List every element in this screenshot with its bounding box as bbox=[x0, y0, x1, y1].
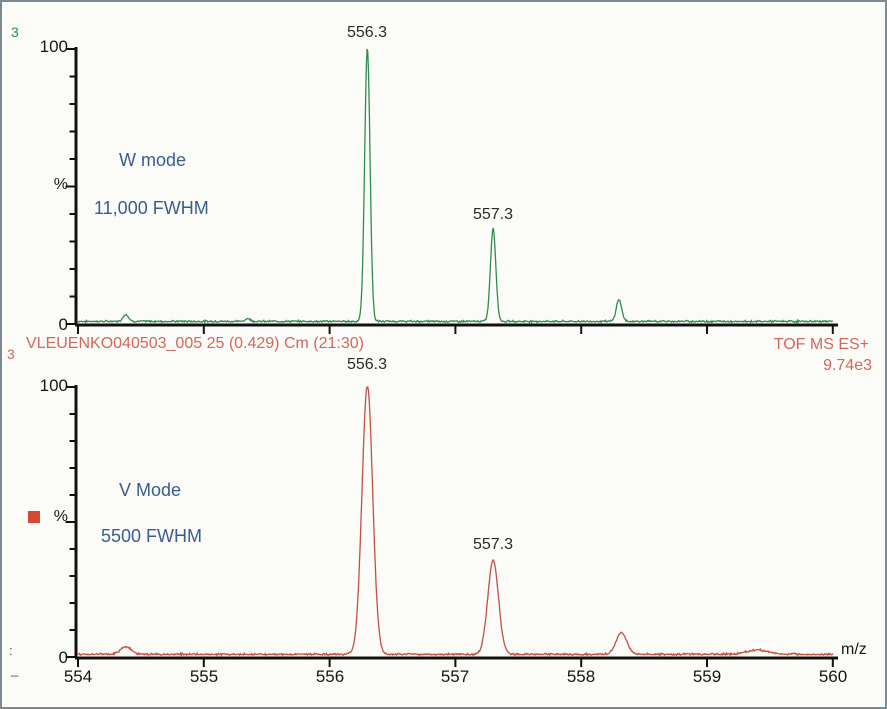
bottom-y-tick-0: 0 bbox=[58, 648, 68, 667]
x-tick-557: 557 bbox=[440, 667, 470, 686]
x-axis-unit-label: m/z bbox=[841, 641, 867, 658]
bottom-peak-label-557: 557.3 bbox=[472, 536, 514, 553]
bottom-mode-annotation: V Mode bbox=[119, 480, 182, 500]
edge-fragment-mid-left: 3 bbox=[7, 346, 15, 362]
x-tick-555: 555 bbox=[189, 667, 219, 686]
top-y-tick-100: 100 bbox=[39, 37, 68, 56]
x-tick-554: 554 bbox=[63, 667, 93, 686]
edge-fragment-underscore: _ bbox=[11, 662, 19, 677]
base-peak-intensity-text: 9.74e3 bbox=[823, 357, 872, 374]
top-resolution-annotation: 11,000 FWHM bbox=[94, 198, 209, 218]
edge-fragment-top-left: 3 bbox=[11, 24, 19, 40]
top-y-tick-0: 0 bbox=[58, 315, 68, 334]
sample-info-text: VLEUENKO040503_005 25 (0.429) Cm (21:30) bbox=[26, 335, 364, 352]
bottom-y-tick-100: 100 bbox=[39, 376, 68, 395]
edge-fragment-colon: : bbox=[9, 643, 13, 658]
top-peak-label-556: 556.3 bbox=[346, 24, 388, 41]
x-tick-556: 556 bbox=[315, 667, 345, 686]
bottom-resolution-annotation: 5500 FWHM bbox=[101, 526, 203, 546]
red-square-legend-marker bbox=[28, 511, 40, 523]
x-tick-560: 560 bbox=[818, 667, 848, 686]
x-tick-558: 558 bbox=[566, 667, 596, 686]
top-mode-annotation: W mode bbox=[119, 150, 187, 170]
top-y-axis-label-percent: % bbox=[53, 176, 68, 193]
bottom-peak-label-556: 556.3 bbox=[346, 356, 388, 373]
x-tick-559: 559 bbox=[692, 667, 722, 686]
bottom-y-axis-label-percent: % bbox=[53, 508, 68, 525]
technique-text: TOF MS ES+ bbox=[773, 336, 869, 353]
top-peak-label-557: 557.3 bbox=[472, 206, 514, 223]
